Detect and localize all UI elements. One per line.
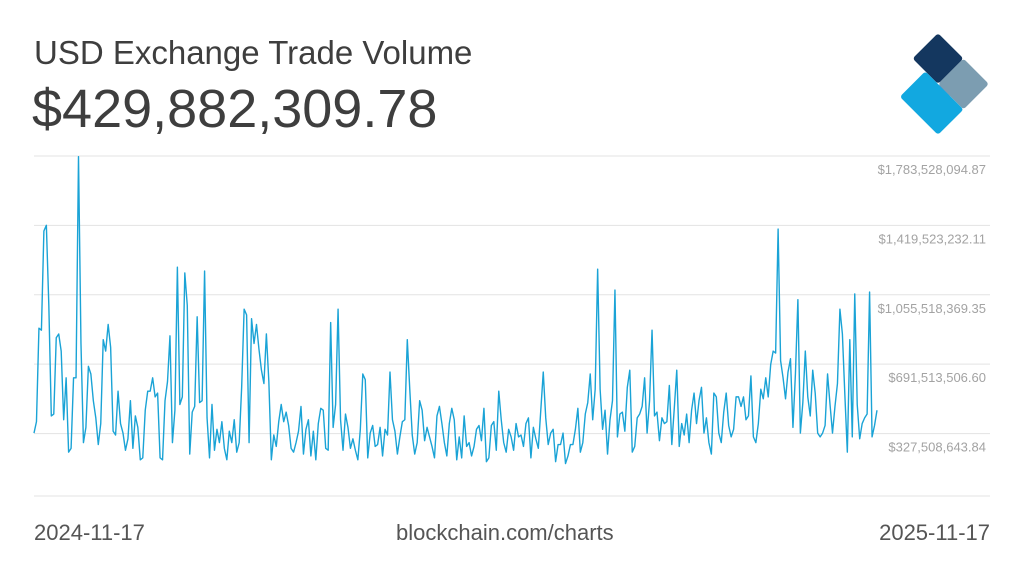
- y-tick-label-3: $691,513,506.60: [888, 370, 986, 385]
- y-tick-label-4: $327,508,643.84: [888, 440, 986, 455]
- series-layer: [33, 155, 878, 465]
- current-value: $429,882,309.78: [32, 79, 438, 139]
- start-date-label: 2024-11-17: [34, 520, 145, 545]
- chart-title: USD Exchange Trade Volume: [34, 34, 473, 71]
- y-tick-label-0: $1,783,528,094.87: [878, 162, 986, 177]
- blockchain-logo-icon: [901, 34, 988, 134]
- logo-piece-left: [913, 34, 963, 83]
- y-tick-label-1: $1,419,523,232.11: [879, 231, 986, 246]
- series-line-0: [33, 155, 878, 465]
- source-link[interactable]: blockchain.com/charts: [396, 520, 614, 545]
- end-date-label: 2025-11-17: [879, 520, 990, 545]
- logo-diamond: [901, 34, 988, 134]
- grid-lines: [34, 155, 990, 497]
- logo-piece-top: [939, 59, 988, 109]
- logo-piece-bottom: [901, 72, 963, 134]
- y-tick-label-2: $1,055,518,369.35: [878, 301, 986, 316]
- y-axis-ticks: $1,783,528,094.87 $1,419,523,232.11 $1,055…: [878, 162, 986, 455]
